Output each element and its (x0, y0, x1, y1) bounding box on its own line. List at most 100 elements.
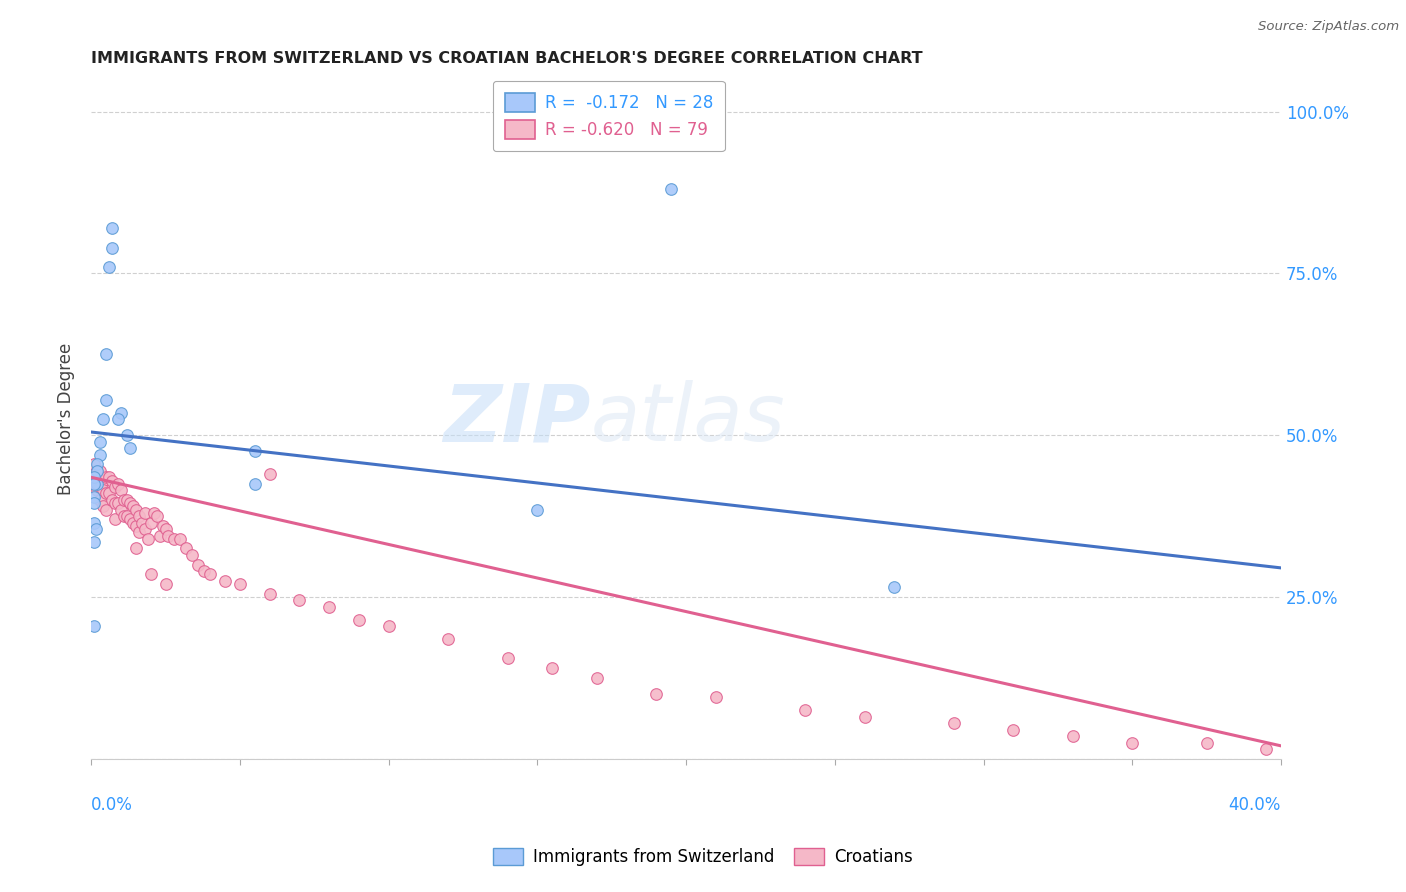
Point (125, 502, 148, 516)
Point (243, 444, 266, 458)
Point (89, 448, 111, 462)
Point (98, 260, 121, 274)
Point (288, 593, 311, 607)
Point (118, 496, 141, 510)
Point (131, 516, 153, 530)
Point (125, 541, 148, 556)
Point (243, 476, 266, 491)
Point (318, 599, 340, 614)
Point (145, 509, 167, 524)
Point (214, 574, 236, 588)
Point (98, 470, 121, 484)
Point (259, 587, 281, 601)
Point (942, 716, 965, 731)
Point (136, 532, 159, 546)
Point (134, 522, 156, 536)
Point (101, 221, 124, 235)
Point (98, 486, 121, 500)
Point (128, 509, 150, 524)
Legend: Immigrants from Switzerland, Croatians: Immigrants from Switzerland, Croatians (486, 841, 920, 873)
Point (155, 522, 177, 536)
Point (83, 535, 105, 549)
Y-axis label: Bachelor's Degree: Bachelor's Degree (58, 343, 75, 495)
Point (128, 525, 150, 540)
Point (259, 467, 281, 481)
Point (101, 492, 124, 507)
Point (84, 522, 107, 536)
Point (112, 509, 135, 524)
Point (853, 710, 876, 724)
Point (118, 512, 141, 526)
Point (89, 480, 111, 494)
Point (115, 428, 138, 442)
Point (155, 577, 177, 591)
Text: 0.0%: 0.0% (91, 797, 134, 814)
Point (152, 518, 174, 533)
Point (104, 496, 127, 510)
Point (86, 464, 108, 478)
Point (1002, 723, 1025, 737)
Point (104, 512, 127, 526)
Text: IMMIGRANTS FROM SWITZERLAND VS CROATIAN BACHELOR'S DEGREE CORRELATION CHART: IMMIGRANTS FROM SWITZERLAND VS CROATIAN … (91, 51, 922, 66)
Point (585, 671, 607, 685)
Point (104, 480, 127, 494)
Point (91, 412, 114, 426)
Point (121, 500, 143, 514)
Point (115, 509, 138, 524)
Point (163, 532, 186, 546)
Point (1121, 736, 1143, 750)
Point (83, 470, 105, 484)
Point (89, 492, 111, 507)
Point (91, 483, 114, 498)
Point (883, 580, 905, 594)
Point (115, 492, 138, 507)
Point (83, 496, 105, 510)
Point (91, 474, 114, 488)
Point (91, 500, 114, 514)
Point (229, 577, 252, 591)
Point (794, 703, 817, 717)
Point (187, 558, 209, 572)
Point (89, 434, 111, 449)
Point (134, 506, 156, 520)
Point (176, 541, 198, 556)
Point (110, 483, 132, 498)
Text: ZIP: ZIP (443, 380, 591, 458)
Text: 40.0%: 40.0% (1229, 797, 1281, 814)
Point (1195, 736, 1218, 750)
Point (101, 241, 124, 255)
Point (181, 548, 204, 562)
Point (83, 516, 105, 530)
Point (437, 632, 460, 646)
Point (110, 502, 132, 516)
Point (86, 483, 108, 498)
Point (89, 464, 111, 478)
Point (86, 476, 108, 491)
Point (526, 502, 548, 516)
Point (193, 564, 215, 578)
Point (541, 661, 564, 675)
Point (139, 567, 162, 582)
Text: Source: ZipAtlas.com: Source: ZipAtlas.com (1258, 20, 1399, 33)
Point (83, 476, 105, 491)
Point (94, 392, 117, 407)
Point (645, 687, 668, 701)
Point (83, 458, 105, 472)
Point (101, 474, 124, 488)
Point (496, 651, 519, 665)
Point (1062, 729, 1084, 743)
Point (107, 412, 129, 426)
Point (94, 470, 117, 484)
Point (112, 492, 135, 507)
Point (198, 567, 221, 582)
Point (83, 476, 105, 491)
Point (118, 441, 141, 455)
Point (107, 476, 129, 491)
Point (94, 502, 117, 516)
Point (347, 613, 370, 627)
Point (107, 496, 129, 510)
Point (94, 486, 117, 500)
Point (169, 532, 191, 546)
Point (157, 528, 180, 542)
Point (83, 490, 105, 504)
